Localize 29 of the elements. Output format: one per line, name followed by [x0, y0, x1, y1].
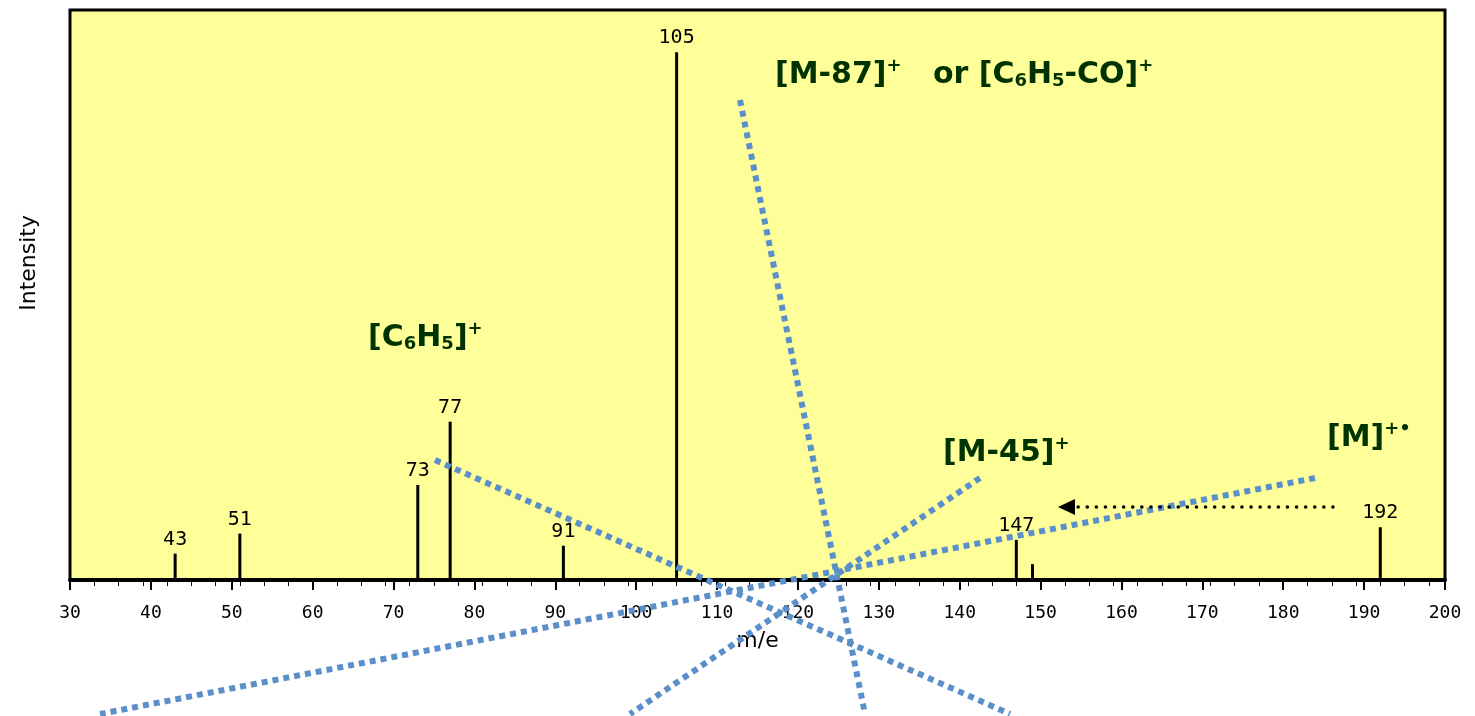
annotation: [M-45]+: [943, 431, 1070, 468]
x-tick-label: 80: [463, 600, 486, 622]
x-tick-label: 50: [220, 600, 243, 622]
x-tick-label: 150: [1024, 600, 1057, 622]
annotation: 91: [551, 517, 576, 542]
annotation: 77: [438, 393, 463, 418]
annotation: 105: [658, 24, 695, 49]
text: [M-87]+ or [C6H5-CO]+: [775, 53, 1154, 90]
x-tick-label: 90: [544, 600, 567, 622]
x-tick-label: 70: [382, 600, 405, 622]
x-tick-label: 170: [1186, 600, 1219, 622]
annotation: [M]+•: [1327, 416, 1411, 453]
annotation: 43: [163, 525, 188, 550]
y-axis-title: Intensity: [14, 214, 40, 311]
x-tick-label: 140: [943, 600, 976, 622]
x-tick-label: 180: [1266, 600, 1300, 622]
x-tick-label: 130: [862, 600, 896, 622]
x-tick-label: 160: [1105, 600, 1138, 622]
x-tick-label: 60: [301, 600, 324, 622]
annotation: 192: [1362, 499, 1399, 524]
x-tick-label: 30: [59, 600, 81, 622]
annotation: [C6H5]+: [368, 316, 483, 353]
annotation: 73: [405, 457, 430, 481]
annotation: 147: [998, 511, 1035, 536]
x-tick-label: 40: [140, 600, 162, 622]
x-tick-label: 190: [1347, 600, 1381, 622]
x-tick-label: 200: [1428, 600, 1462, 622]
x-tick-label: 110: [700, 600, 734, 622]
annotation: 51: [227, 505, 252, 530]
